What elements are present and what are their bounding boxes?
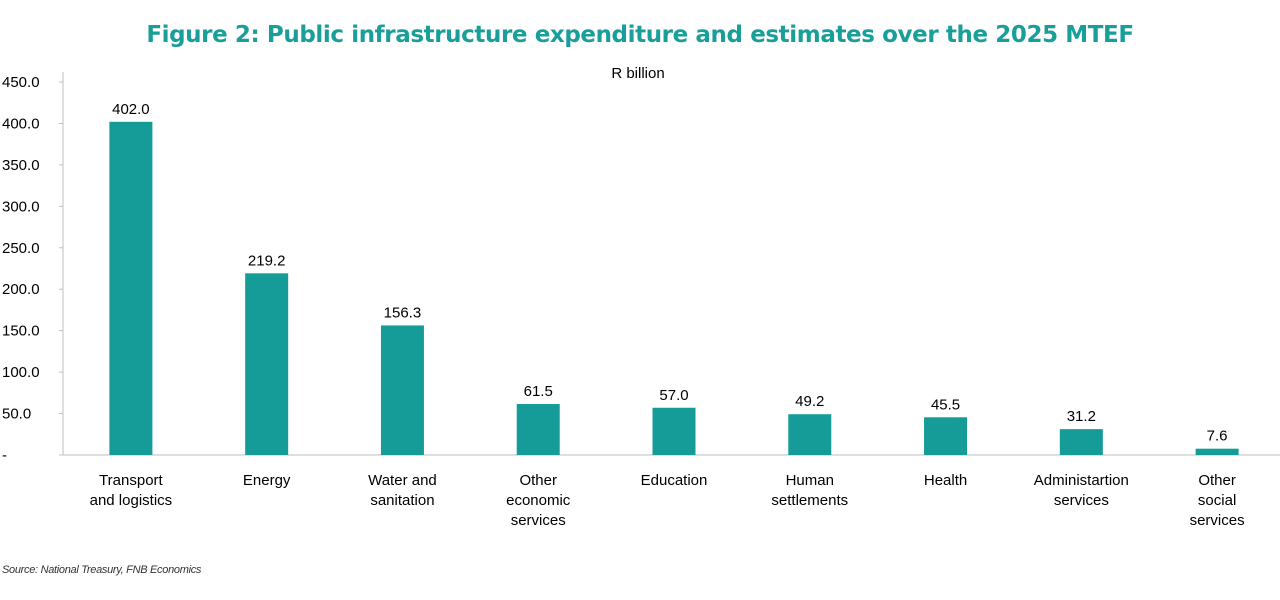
bar: [788, 414, 832, 455]
bar: [109, 121, 153, 455]
source-note: Source: National Treasury, FNB Economics: [2, 564, 202, 576]
bar: [1059, 429, 1103, 455]
bar: [924, 417, 968, 455]
data-label: 156.3: [384, 304, 422, 321]
data-label: 31.2: [1067, 408, 1096, 425]
x-tick-label: Health: [924, 472, 967, 489]
y-tick-label: -: [2, 447, 7, 464]
y-tick-label: 50.0: [2, 406, 31, 423]
data-labels: 402.0 219.2 156.3 61.5 57.0 49.2 45.5 31.2 7.6: [112, 101, 1227, 445]
data-label: 57.0: [659, 387, 688, 404]
chart-title: Figure 2: Public infrastructure expendit…: [146, 22, 1134, 48]
y-tick-label: 450.0: [2, 74, 40, 91]
bar: [380, 325, 424, 455]
data-label: 402.0: [112, 101, 150, 118]
x-tick-label: Other social services: [1190, 472, 1245, 529]
x-tick-label: Other economic services: [506, 472, 571, 529]
chart-subtitle: R billion: [611, 65, 664, 82]
bar: [1195, 448, 1239, 455]
y-tick-label: 300.0: [2, 198, 40, 215]
bar: [652, 407, 696, 455]
y-tick-label: 100.0: [2, 364, 40, 381]
x-tick-label: Human settlements: [771, 472, 848, 509]
y-tick-label: 200.0: [2, 281, 40, 298]
x-tick-label: Water and sanitation: [368, 472, 437, 509]
data-label: 45.5: [931, 396, 960, 413]
y-tick-label: 350.0: [2, 157, 40, 174]
data-label: 49.2: [795, 393, 824, 410]
y-tick-label: 150.0: [2, 323, 40, 340]
data-label: 61.5: [524, 383, 553, 400]
x-tick-label: Education: [641, 472, 708, 489]
y-tick-label: 400.0: [2, 115, 40, 132]
x-tick-label: Administartion services: [1034, 472, 1129, 509]
y-tick-label: 250.0: [2, 240, 40, 257]
bar: [516, 404, 560, 455]
data-label: 219.2: [248, 252, 286, 269]
y-axis: - 50.0 100.0 150.0 200.0 250.0 300.0 350.0 400.0…: [2, 72, 64, 464]
bar-series: [109, 121, 1239, 455]
x-tick-label: Transport and logistics: [90, 472, 173, 509]
bar-chart: R billion - 50.0 100.0 150.0 200.0 250.0 300.0…: [2, 65, 1280, 529]
bar: [245, 273, 289, 455]
category-labels: Transport and logistics Energy Water and san…: [90, 472, 1245, 529]
data-label: 7.6: [1207, 428, 1228, 445]
x-tick-label: Energy: [243, 472, 291, 489]
